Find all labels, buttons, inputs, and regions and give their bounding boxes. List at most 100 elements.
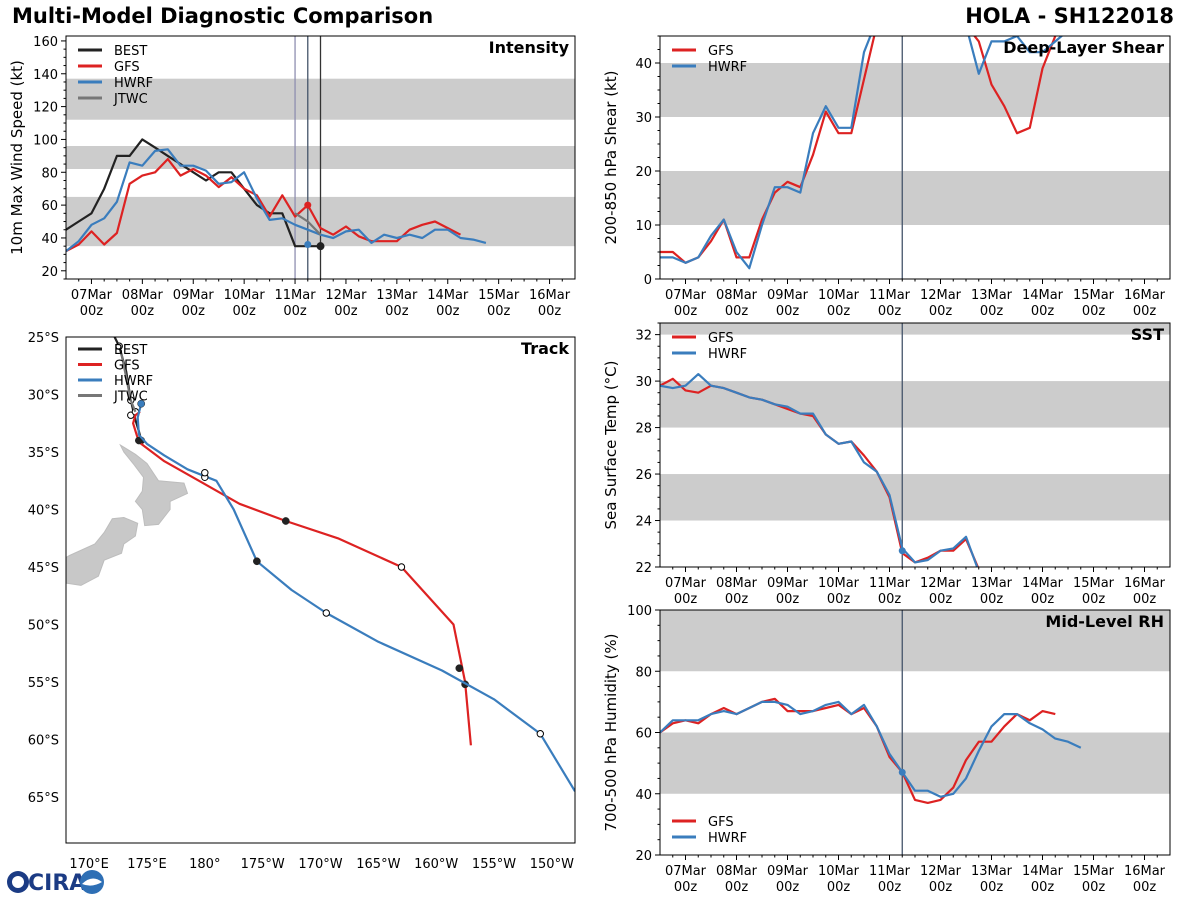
y-tick-label: 32 <box>635 329 652 344</box>
track-filled-point <box>253 557 261 566</box>
lon-tick-label: 175°E <box>127 857 167 872</box>
x-tick-label: 07Mar <box>71 288 113 303</box>
legend-label-hwrf: HWRF <box>708 347 747 362</box>
x-tick-label: 11Mar <box>869 576 911 591</box>
shaded-band <box>660 63 1170 117</box>
y-tick-label: 24 <box>635 515 652 530</box>
x-tick-label: 11Mar <box>869 864 911 879</box>
x-tick-label: 14Mar <box>1022 576 1064 591</box>
shaded-band <box>660 381 1170 428</box>
lon-tick-label: 150°W <box>530 857 574 872</box>
x-tick-sublabel: 00z <box>1031 304 1055 319</box>
series-gfs-line <box>66 158 462 253</box>
x-tick-sublabel: 00z <box>283 304 307 319</box>
plot-area <box>66 36 575 279</box>
x-tick-sublabel: 00z <box>827 304 851 319</box>
x-tick-label: 10Mar <box>224 288 266 303</box>
lon-tick-label: 175°W <box>241 857 285 872</box>
x-tick-sublabel: 00z <box>878 304 902 319</box>
series-gfs-line <box>660 36 1057 264</box>
x-tick-sublabel: 00z <box>334 304 358 319</box>
x-tick-sublabel: 00z <box>827 592 851 607</box>
panel-intensity: 2040608010012014016007Mar00z08Mar00z09Ma… <box>8 35 576 319</box>
track-open-point <box>397 563 406 571</box>
track-open-point <box>536 730 544 738</box>
y-tick-label: 40 <box>41 232 58 247</box>
legend-label-gfs: GFS <box>708 815 734 830</box>
panel-rh: 2040608010007Mar00z08Mar00z09Mar00z10Mar… <box>602 604 1171 895</box>
legend-label-jtwc: JTWC <box>113 390 148 405</box>
x-tick-sublabel: 00z <box>1133 304 1157 319</box>
track-filled-point <box>281 517 290 525</box>
panel-shear: 01020304007Mar00z08Mar00z09Mar00z10Mar00… <box>602 35 1171 319</box>
x-tick-sublabel: 00z <box>1133 880 1157 895</box>
y-axis-label: Sea Surface Temp (°C) <box>602 360 620 529</box>
x-tick-label: 15Mar <box>1073 576 1115 591</box>
legend-label-hwrf: HWRF <box>708 831 747 846</box>
track-filled-point <box>137 399 146 408</box>
x-tick-label: 13Mar <box>971 576 1013 591</box>
x-tick-sublabel: 00z <box>776 880 800 895</box>
lat-tick-label: 45°S <box>28 561 59 576</box>
x-tick-label: 14Mar <box>1022 288 1064 303</box>
x-tick-sublabel: 00z <box>827 880 851 895</box>
hwrf-analysis-point <box>898 547 906 555</box>
legend-label-gfs: GFS <box>114 359 140 374</box>
legend-label-jtwc: JTWC <box>113 92 148 107</box>
y-axis-label: 200-850 hPa Shear (kt) <box>602 71 620 245</box>
x-tick-sublabel: 00z <box>725 880 749 895</box>
y-axis-label: 700-500 hPa Humidity (%) <box>602 633 620 831</box>
lon-tick-label: 160°W <box>414 857 458 872</box>
lat-tick-label: 35°S <box>28 446 59 461</box>
series-hwrf-line <box>66 148 487 252</box>
plot-area <box>660 323 1170 567</box>
series-best-end-point <box>316 242 325 251</box>
panel-title: Intensity <box>489 38 570 57</box>
y-tick-label: 10 <box>635 219 652 234</box>
lat-tick-label: 55°S <box>28 676 59 691</box>
track-filled-point <box>135 436 143 445</box>
track-open-point <box>322 609 330 617</box>
y-tick-label: 40 <box>635 57 652 72</box>
x-tick-label: 09Mar <box>767 288 809 303</box>
map-frame <box>65 336 576 844</box>
series-hwrf-line <box>660 373 979 567</box>
x-tick-label: 16Mar <box>1124 288 1166 303</box>
legend-label-hwrf: HWRF <box>114 76 153 91</box>
x-tick-sublabel: 00z <box>436 304 460 319</box>
track-open-point <box>201 469 209 477</box>
x-tick-label: 15Mar <box>1073 864 1115 879</box>
lat-tick-label: 25°S <box>28 331 59 346</box>
x-tick-sublabel: 00z <box>1082 880 1106 895</box>
track-jtwc-line <box>120 354 137 413</box>
x-tick-label: 16Mar <box>1124 576 1166 591</box>
x-tick-sublabel: 00z <box>1082 592 1106 607</box>
x-tick-label: 15Mar <box>478 288 520 303</box>
x-tick-label: 11Mar <box>275 288 317 303</box>
shaded-band <box>660 474 1170 521</box>
x-tick-sublabel: 00z <box>131 304 155 319</box>
x-tick-sublabel: 00z <box>674 592 698 607</box>
y-tick-label: 100 <box>33 133 58 148</box>
x-tick-sublabel: 00z <box>1082 304 1106 319</box>
x-tick-label: 10Mar <box>818 864 860 879</box>
x-tick-sublabel: 00z <box>776 304 800 319</box>
x-tick-label: 10Mar <box>818 288 860 303</box>
x-tick-sublabel: 00z <box>1031 592 1055 607</box>
y-tick-label: 80 <box>635 665 652 680</box>
series-gfs-line <box>660 697 1056 805</box>
legend-label-best: BEST <box>114 44 147 59</box>
x-tick-sublabel: 00z <box>980 592 1004 607</box>
y-tick-label: 26 <box>635 468 652 483</box>
x-tick-label: 09Mar <box>767 576 809 591</box>
lon-tick-label: 180° <box>189 857 220 872</box>
lat-tick-label: 65°S <box>28 791 59 806</box>
series-hwrf-line <box>660 700 1082 798</box>
y-axis-label: 10m Max Wind Speed (kt) <box>8 60 26 255</box>
track-gfs-line <box>132 410 472 746</box>
x-tick-label: 07Mar <box>665 864 707 879</box>
y-tick-label: 60 <box>41 199 58 214</box>
x-tick-label: 14Mar <box>1022 864 1064 879</box>
hwrf-analysis-point <box>304 241 312 249</box>
y-tick-label: 20 <box>635 165 652 180</box>
